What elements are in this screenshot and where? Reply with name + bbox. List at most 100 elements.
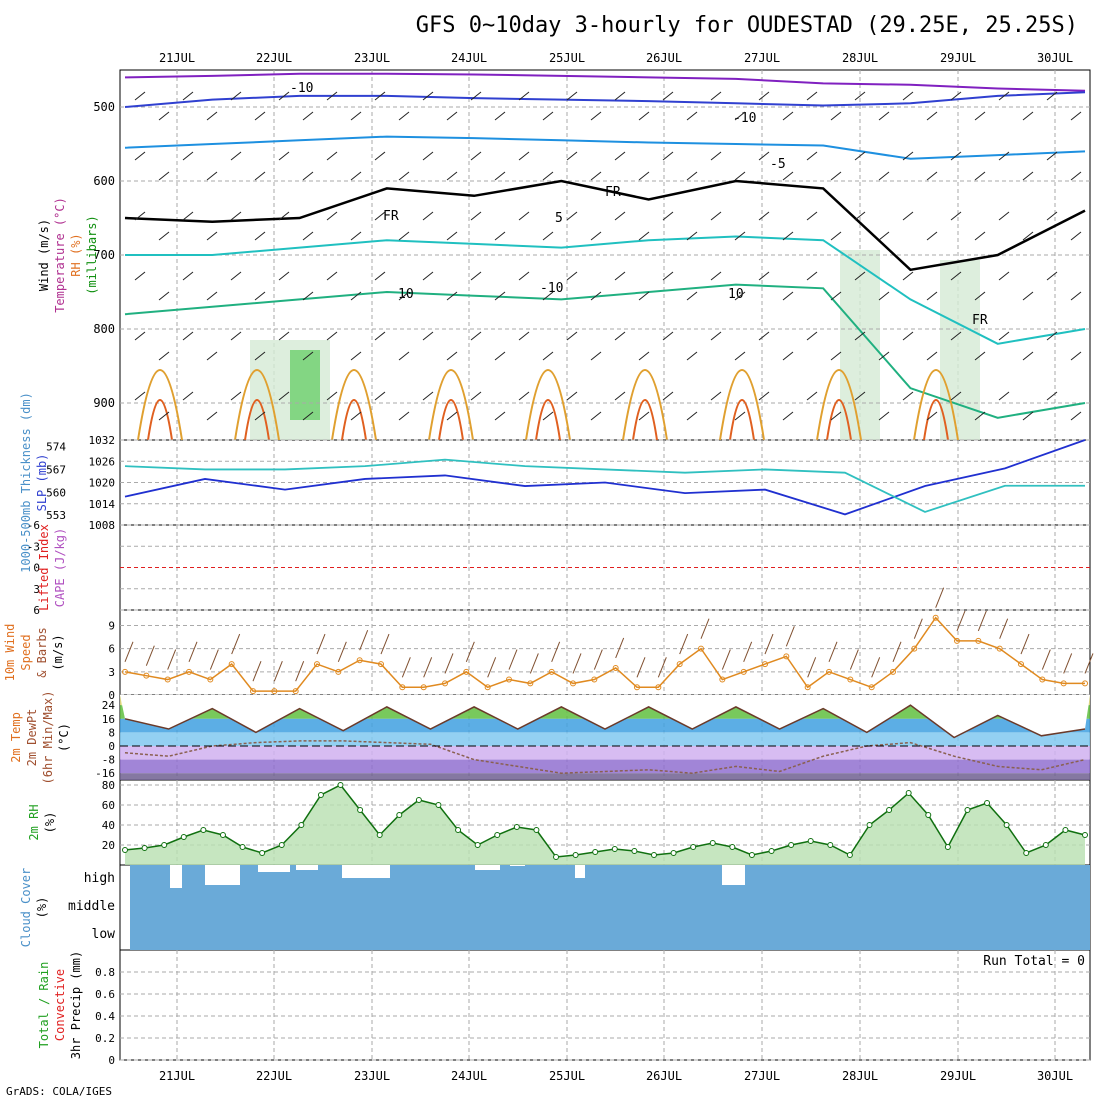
isotherm-line [124,283,1086,419]
y-axis-label: Cloud Cover [19,868,33,947]
wind-barb [134,271,146,281]
date-label-bottom: 30JUL [1037,1069,1073,1083]
rh-shading [940,260,980,440]
wind-barb [926,111,938,121]
temp-line [124,704,1086,739]
temp-contour-hot [244,399,270,441]
wind-barb [1046,271,1058,281]
isotherm-line [124,135,1086,160]
wind-barb [1046,331,1058,341]
wind-barb [398,171,410,181]
wind-barb [278,391,290,401]
wind-barb [806,391,818,401]
wind-barb [662,211,674,221]
wind-barb [542,111,554,121]
wind-speed-point [271,688,278,695]
date-label-bottom: 21JUL [159,1069,195,1083]
cloud-gap [170,865,182,888]
cloud-gap [296,865,318,870]
wind-speed-point [655,684,662,691]
rh-area [125,785,1085,865]
y-tick-label: 0 [33,562,40,575]
wind-barb [590,231,602,241]
wind-barb [422,91,434,101]
wind-barb [470,91,482,101]
y-tick-label: 0.6 [95,988,115,1001]
date-label-top: 24JUL [451,51,487,65]
wind-barb [734,231,746,241]
wind-barb [615,637,625,659]
wind-barb [508,649,518,670]
wind-barb [892,641,902,663]
y-axis-label: Speed [19,634,33,670]
y-tick-label: 40 [102,819,115,832]
rh-point [984,800,991,806]
wind-barb [134,331,146,341]
wind-speed-point [975,637,982,644]
rh-point [729,844,736,850]
rh-shading [290,350,320,420]
wind-barb [230,91,242,101]
wind-barb [974,231,986,241]
y-tick-label: 6 [108,643,115,656]
contour-label: -10 [290,81,313,96]
wind-barb [158,111,170,121]
y-tick-label: 8 [108,726,115,739]
wind-barb [806,331,818,341]
wind-barb [494,231,506,241]
wind-barb [398,231,410,241]
wind-barb [566,391,578,401]
wind-barb [206,351,218,361]
wind-speed-point [612,664,619,671]
wind-barb [422,391,434,401]
wind-barb [902,271,914,281]
wind-barb [734,411,746,421]
contour-label: -10 [540,281,563,296]
wind-speed-point [783,653,790,660]
wind-barb [614,271,626,281]
wind-speed-point [314,661,320,668]
wind-speed-point [527,680,534,687]
wind-barb [316,633,326,655]
wind-barb [710,331,722,341]
wind-barb [998,151,1010,161]
wind-speed-point [250,688,256,695]
wind-barb [871,657,881,678]
temp-contour-hot [341,399,367,441]
wind-barb [710,391,722,401]
y-tick-label: 6 [33,604,40,617]
wind-barb [302,351,314,361]
wind-barb [758,211,770,221]
rh-point [1003,822,1010,828]
temp-contour-warm [913,369,959,441]
wind-barb [374,151,386,161]
rh-point [141,845,148,851]
wind-speed-point [484,684,491,691]
wind-speed-point [164,676,171,683]
wind-barb [374,271,386,281]
contour-label: FR [605,185,621,200]
wind-barb [134,151,146,161]
wind-barb [446,351,458,361]
panel-frame [119,949,1091,1061]
wind-barb [1063,653,1073,674]
wind-barb [1022,411,1034,421]
wind-barb [998,331,1010,341]
wind-barb [638,411,650,421]
date-label-top: 30JUL [1037,51,1073,65]
wind-barb [854,391,866,401]
wind-barb [590,111,602,121]
rh-point [631,848,638,854]
wind-speed-point [399,684,406,691]
wind-barb [1022,231,1034,241]
temp-contour-hot [923,399,949,441]
y-tick-label: -8 [102,754,115,767]
wind-barb [209,649,219,670]
cloud-gap [258,865,290,872]
wind-barb [657,657,667,678]
wind-barb [1041,649,1051,670]
wind-barb [974,291,986,301]
y-axis-label: CAPE (J/kg) [53,528,67,607]
temp-contour-hot [632,399,658,441]
wind-barb [254,291,266,301]
